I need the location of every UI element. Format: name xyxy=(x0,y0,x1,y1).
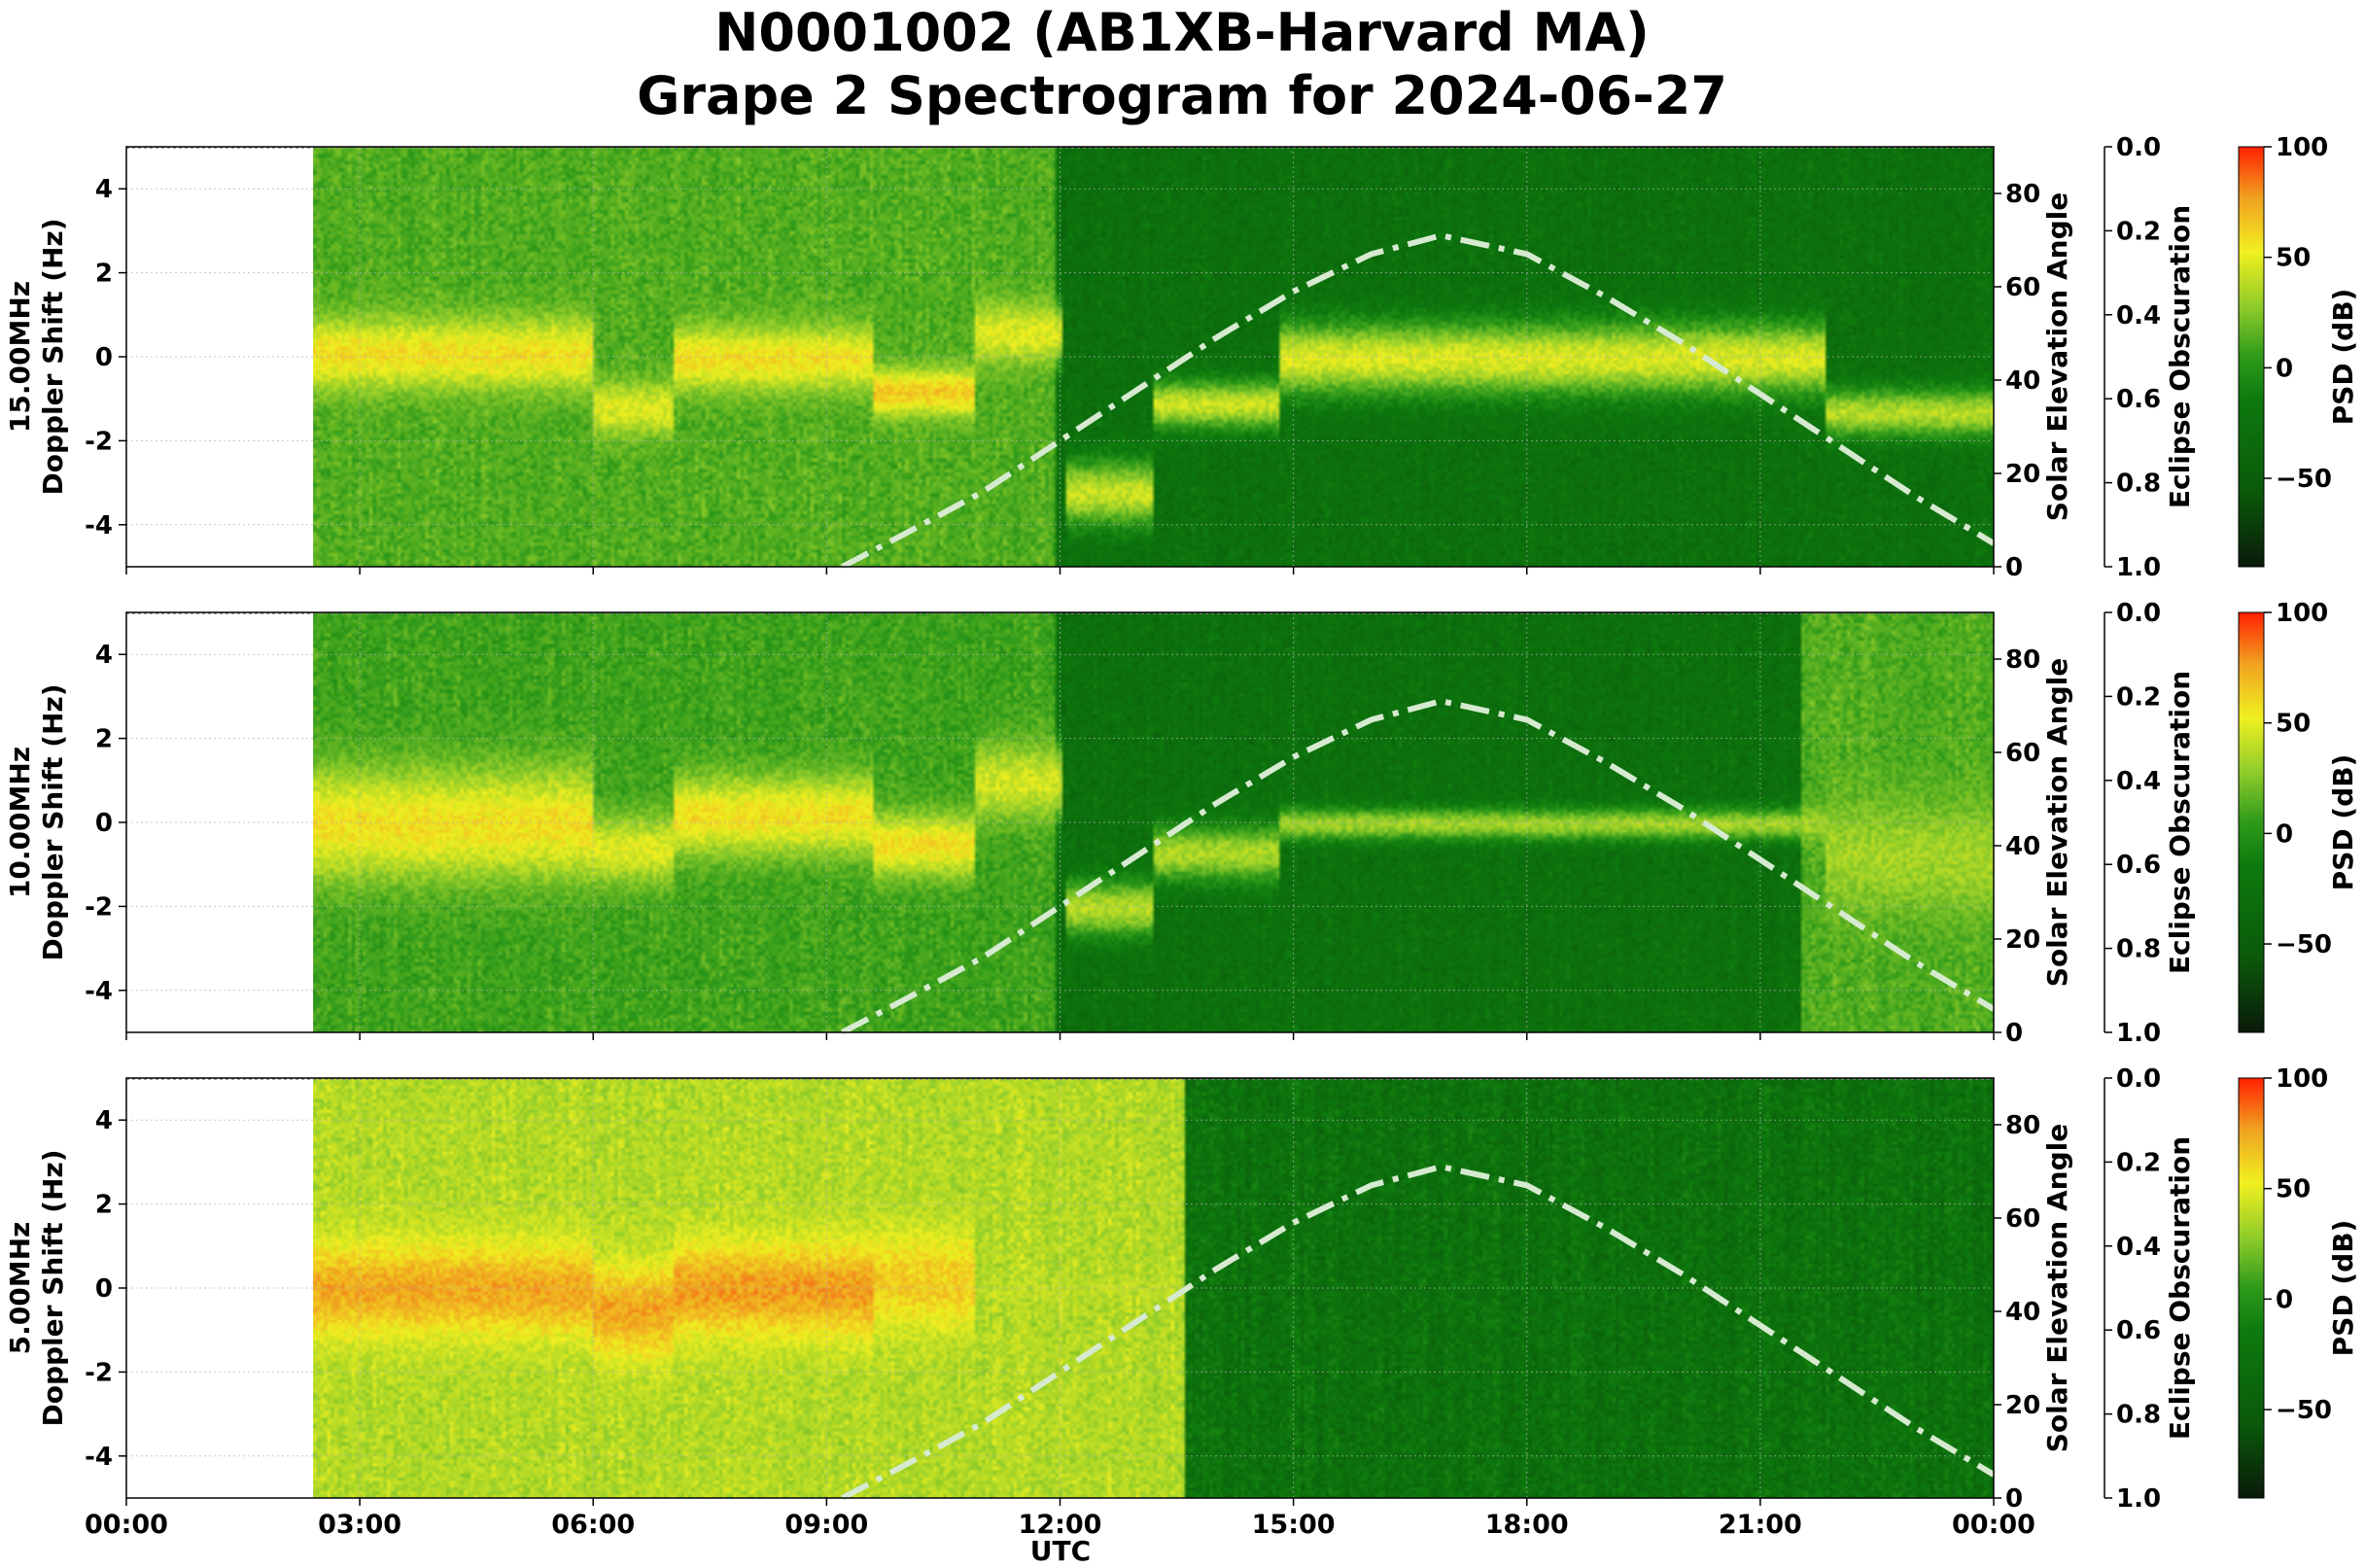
spectrogram-panel-10.00MHz: 420-2-410.00MHz Doppler Shift (Hz)8060402… xyxy=(4,599,2359,1048)
eclipse-tick-label: 1.0 xyxy=(2116,1484,2161,1514)
solar-tick-label: 0 xyxy=(2005,553,2023,582)
solar-elevation-curve xyxy=(840,698,1996,1035)
y-tick-label: 0 xyxy=(95,809,113,838)
colorbar-tick-label: 0 xyxy=(2276,1285,2293,1314)
y-tick-label: 2 xyxy=(95,260,113,289)
eclipse-tick-label: 0.6 xyxy=(2116,851,2161,880)
x-tick-label: 12:00 xyxy=(1019,1510,1102,1540)
solar-tick-label: 40 xyxy=(2005,366,2040,396)
solar-elevation-axis-label: Solar Elevation Angle xyxy=(2041,1124,2073,1452)
solar-tick-label: 20 xyxy=(2005,460,2040,489)
y-tick-label: 4 xyxy=(95,641,113,670)
eclipse-tick-label: 1.0 xyxy=(2116,553,2161,582)
y-tick-label: -4 xyxy=(85,1443,113,1472)
colorbar-tick-label: 0 xyxy=(2276,354,2293,383)
eclipse-tick-label: 0.4 xyxy=(2116,767,2161,796)
colorbar-tick-label: −50 xyxy=(2276,930,2332,959)
colorbar-tick-label: 100 xyxy=(2276,599,2328,628)
solar-tick-label: 40 xyxy=(2005,1298,2040,1327)
y-axis-label-doppler: Doppler Shift (Hz) xyxy=(37,683,69,960)
x-tick-label: 06:00 xyxy=(551,1510,635,1540)
y-tick-label: -4 xyxy=(85,511,113,540)
colorbar-tick-label: 50 xyxy=(2276,244,2311,273)
solar-tick-label: 80 xyxy=(2005,180,2040,209)
colorbar-tick-label: 50 xyxy=(2276,1175,2311,1204)
y-tick-label: 2 xyxy=(95,1191,113,1220)
solar-tick-label: 80 xyxy=(2005,1111,2040,1140)
colorbar-label: PSD (dB) xyxy=(2327,289,2359,426)
colorbar xyxy=(2238,1077,2265,1499)
x-tick-label: 15:00 xyxy=(1252,1510,1336,1540)
solar-tick-label: 60 xyxy=(2005,273,2040,302)
solar-tick-label: 0 xyxy=(2005,1019,2023,1048)
solar-tick-label: 80 xyxy=(2005,645,2040,675)
eclipse-tick-label: 1.0 xyxy=(2116,1019,2161,1048)
colorbar-label: PSD (dB) xyxy=(2327,1220,2359,1357)
y-axis-label-frequency: 15.00MHz xyxy=(4,281,36,433)
x-tick-label: 09:00 xyxy=(784,1510,868,1540)
spectrogram-panel-15.00MHz: 420-2-415.00MHz Doppler Shift (Hz)8060402… xyxy=(4,133,2359,582)
eclipse-tick-label: 0.4 xyxy=(2116,301,2161,331)
x-tick-label: 21:00 xyxy=(1719,1510,1802,1540)
eclipse-tick-label: 0.6 xyxy=(2116,1316,2161,1345)
y-tick-label: -2 xyxy=(85,427,113,456)
solar-tick-label: 20 xyxy=(2005,1391,2040,1420)
eclipse-tick-label: 0.0 xyxy=(2116,133,2161,162)
figure-title-line2: Grape 2 Spectrogram for 2024-06-27 xyxy=(637,65,1727,126)
colorbar-tick-label: −50 xyxy=(2276,1396,2332,1425)
spectrogram-panels: 420-2-415.00MHz Doppler Shift (Hz)8060402… xyxy=(4,133,2359,1514)
x-tick-label: 00:00 xyxy=(1952,1510,2035,1540)
colorbar-tick-label: 50 xyxy=(2276,710,2311,739)
solar-tick-label: 40 xyxy=(2005,832,2040,861)
eclipse-tick-label: 0.2 xyxy=(2116,1148,2161,1177)
solar-elevation-axis-label: Solar Elevation Angle xyxy=(2041,658,2073,987)
solar-elevation-curve xyxy=(840,1164,1996,1501)
y-axis-label-frequency: 5.00MHz xyxy=(4,1222,36,1355)
colorbar xyxy=(2238,611,2265,1033)
eclipse-tick-label: 0.0 xyxy=(2116,599,2161,628)
shared-x-axis: 00:00 03:00 06:00 09:00 12:00 15:00 18:00 21:00… xyxy=(85,567,2035,1540)
solar-elevation-axis-label: Solar Elevation Angle xyxy=(2041,192,2073,521)
eclipse-tick-label: 0.6 xyxy=(2116,385,2161,414)
eclipse-tick-label: 0.0 xyxy=(2116,1064,2161,1094)
eclipse-obscuration-axis-label: Eclipse Obscuration xyxy=(2164,671,2196,974)
y-tick-label: 2 xyxy=(95,725,113,754)
x-tick-label: 00:00 xyxy=(85,1510,168,1540)
y-tick-label: 4 xyxy=(95,1106,113,1135)
y-tick-label: 4 xyxy=(95,175,113,204)
eclipse-tick-label: 0.2 xyxy=(2116,682,2161,712)
eclipse-obscuration-axis-label: Eclipse Obscuration xyxy=(2164,1136,2196,1440)
colorbar-tick-label: 0 xyxy=(2276,819,2293,849)
x-tick-label: 03:00 xyxy=(318,1510,401,1540)
y-tick-label: 0 xyxy=(95,343,113,372)
y-axis-label-frequency: 10.00MHz xyxy=(4,747,36,898)
eclipse-tick-label: 0.8 xyxy=(2116,470,2161,499)
colorbar xyxy=(2238,146,2265,568)
y-tick-label: -4 xyxy=(85,977,113,1006)
y-tick-label: -2 xyxy=(85,892,113,922)
solar-tick-label: 20 xyxy=(2005,925,2040,955)
figure-title-line1: N0001002 (AB1XB-Harvard MA) xyxy=(714,2,1650,63)
spectrogram-panel-5.00MHz: 420-2-45.00MHz Doppler Shift (Hz)80604020… xyxy=(4,1064,2359,1514)
solar-elevation-curve xyxy=(840,232,1996,570)
solar-tick-label: 60 xyxy=(2005,1204,2040,1234)
eclipse-tick-label: 0.4 xyxy=(2116,1233,2161,1262)
colorbar-tick-label: 100 xyxy=(2276,1064,2328,1094)
colorbar-tick-label: −50 xyxy=(2276,465,2332,494)
eclipse-tick-label: 0.8 xyxy=(2116,1401,2161,1430)
eclipse-obscuration-axis-label: Eclipse Obscuration xyxy=(2164,205,2196,508)
y-tick-label: 0 xyxy=(95,1274,113,1304)
colorbar-label: PSD (dB) xyxy=(2327,754,2359,891)
solar-tick-label: 0 xyxy=(2005,1484,2023,1514)
y-axis-label-doppler: Doppler Shift (Hz) xyxy=(37,218,69,495)
colorbar-tick-label: 100 xyxy=(2276,133,2328,162)
x-axis-label: UTC xyxy=(1030,1535,1091,1567)
x-tick-label: 18:00 xyxy=(1485,1510,1569,1540)
eclipse-tick-label: 0.8 xyxy=(2116,935,2161,964)
solar-tick-label: 60 xyxy=(2005,739,2040,768)
eclipse-tick-label: 0.2 xyxy=(2116,217,2161,246)
y-axis-label-doppler: Doppler Shift (Hz) xyxy=(37,1149,69,1426)
y-tick-label: -2 xyxy=(85,1358,113,1387)
